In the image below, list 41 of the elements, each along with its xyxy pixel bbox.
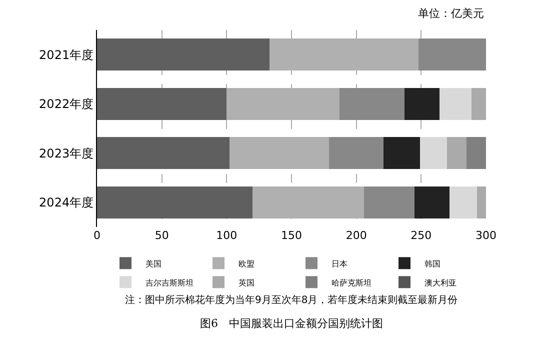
bar xyxy=(420,137,448,170)
x-tick-label: 150 xyxy=(281,229,302,242)
x-tick-label: 100 xyxy=(216,229,238,242)
legend-label: 美国 xyxy=(146,259,162,268)
bar xyxy=(450,186,477,218)
caption: 图6 中国服装出口金额分国别统计图 xyxy=(200,317,383,330)
y-tick-label: 2023年度 xyxy=(39,146,94,160)
bar xyxy=(384,137,420,170)
bar xyxy=(364,186,415,218)
text: 单位：亿美元 xyxy=(418,7,484,20)
y-tick-label: 2021年度 xyxy=(39,48,94,62)
bar xyxy=(476,186,486,218)
bar xyxy=(329,137,384,170)
y-tick-label: 2024年度 xyxy=(39,196,94,210)
legend-label: 哈萨克斯坦 xyxy=(332,278,372,288)
bar xyxy=(97,38,270,71)
legend-label: 欧盟 xyxy=(238,259,254,268)
bar xyxy=(418,38,486,71)
bar xyxy=(97,88,227,120)
legend-label: 日本 xyxy=(332,259,348,268)
bar xyxy=(339,88,404,120)
text: 注：图中所示棉花年度为当年9月至次年8月，若年度未结束则截至最新月份 xyxy=(125,294,458,306)
x-tick-label: 200 xyxy=(346,229,367,242)
x-tick-label: 50 xyxy=(154,229,169,242)
bar xyxy=(97,137,230,170)
legend-label: 英国 xyxy=(238,278,254,288)
y-tick-label: 2022年度 xyxy=(39,97,94,112)
x-tick-label: 300 xyxy=(476,229,496,242)
bar xyxy=(466,137,486,170)
bar xyxy=(404,88,440,120)
x-tick-label: 250 xyxy=(410,229,432,242)
bar xyxy=(229,137,330,170)
legend-label: 吉尔吉斯斯坦 xyxy=(146,278,194,288)
x-tick-label: 0 xyxy=(94,229,100,242)
bar xyxy=(439,88,472,120)
bar xyxy=(447,137,467,170)
bar xyxy=(97,186,253,218)
bar xyxy=(414,186,450,218)
bar xyxy=(472,88,486,120)
legend-label: 韩国 xyxy=(424,259,440,268)
legend-label: 澳大利亚 xyxy=(424,278,456,288)
